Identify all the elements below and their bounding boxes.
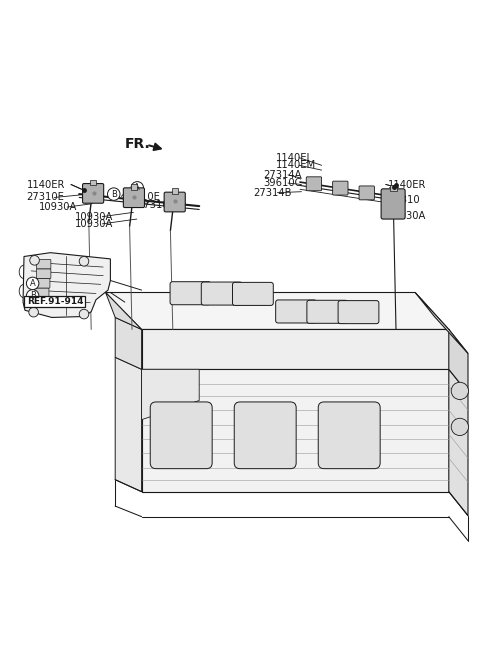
Text: 27310E: 27310E bbox=[26, 193, 64, 202]
FancyBboxPatch shape bbox=[232, 283, 273, 306]
FancyBboxPatch shape bbox=[36, 260, 51, 269]
Text: 27314A: 27314A bbox=[263, 170, 301, 180]
Text: 1140EM: 1140EM bbox=[276, 160, 316, 170]
Polygon shape bbox=[115, 317, 142, 369]
Circle shape bbox=[26, 290, 39, 302]
Polygon shape bbox=[449, 369, 468, 516]
Circle shape bbox=[108, 188, 120, 200]
FancyBboxPatch shape bbox=[333, 181, 348, 195]
Polygon shape bbox=[23, 253, 110, 317]
FancyBboxPatch shape bbox=[306, 177, 322, 191]
FancyBboxPatch shape bbox=[83, 183, 104, 203]
Circle shape bbox=[451, 382, 468, 399]
FancyBboxPatch shape bbox=[123, 188, 144, 208]
FancyBboxPatch shape bbox=[150, 402, 212, 468]
FancyBboxPatch shape bbox=[234, 402, 296, 468]
FancyBboxPatch shape bbox=[338, 301, 379, 324]
Circle shape bbox=[79, 256, 89, 266]
Bar bbox=[131, 184, 137, 190]
FancyBboxPatch shape bbox=[359, 186, 374, 200]
Bar bbox=[172, 189, 178, 194]
Text: 1140EJ: 1140EJ bbox=[276, 152, 311, 163]
Text: B: B bbox=[111, 190, 117, 198]
FancyBboxPatch shape bbox=[36, 279, 50, 288]
Text: 27310E: 27310E bbox=[122, 191, 160, 202]
Polygon shape bbox=[449, 329, 468, 394]
Text: 10930A: 10930A bbox=[74, 219, 113, 229]
Polygon shape bbox=[415, 292, 468, 353]
Polygon shape bbox=[142, 369, 449, 491]
Text: 1140ER: 1140ER bbox=[26, 179, 65, 189]
Text: B: B bbox=[30, 291, 36, 300]
Text: 10930A: 10930A bbox=[74, 212, 113, 221]
FancyBboxPatch shape bbox=[381, 189, 405, 219]
FancyBboxPatch shape bbox=[35, 288, 49, 298]
Polygon shape bbox=[106, 292, 449, 329]
Bar bbox=[90, 180, 96, 185]
Circle shape bbox=[26, 277, 39, 290]
Circle shape bbox=[131, 181, 144, 194]
Circle shape bbox=[30, 256, 39, 265]
Text: FR.: FR. bbox=[125, 137, 151, 150]
FancyBboxPatch shape bbox=[164, 193, 185, 212]
FancyBboxPatch shape bbox=[201, 282, 242, 305]
Text: REF.91-914: REF.91-914 bbox=[27, 297, 83, 306]
Circle shape bbox=[79, 309, 89, 319]
FancyBboxPatch shape bbox=[36, 269, 51, 279]
Text: 39610C: 39610C bbox=[263, 178, 301, 188]
Text: 10930A: 10930A bbox=[39, 202, 78, 212]
Text: 10930A: 10930A bbox=[388, 211, 426, 221]
Circle shape bbox=[29, 307, 38, 317]
Text: 27310: 27310 bbox=[388, 195, 420, 205]
Circle shape bbox=[451, 419, 468, 436]
FancyBboxPatch shape bbox=[170, 282, 211, 305]
FancyBboxPatch shape bbox=[276, 300, 316, 323]
Polygon shape bbox=[106, 292, 142, 329]
Text: 27314B: 27314B bbox=[253, 188, 292, 198]
FancyBboxPatch shape bbox=[307, 300, 348, 323]
Polygon shape bbox=[115, 357, 142, 491]
FancyBboxPatch shape bbox=[318, 402, 380, 468]
FancyBboxPatch shape bbox=[24, 296, 85, 307]
Text: 1140ER: 1140ER bbox=[388, 179, 426, 189]
Text: A: A bbox=[134, 183, 140, 193]
Bar bbox=[390, 185, 397, 191]
Polygon shape bbox=[142, 329, 449, 369]
Polygon shape bbox=[142, 369, 199, 420]
Text: 27310E: 27310E bbox=[137, 200, 175, 210]
Text: A: A bbox=[30, 279, 36, 288]
